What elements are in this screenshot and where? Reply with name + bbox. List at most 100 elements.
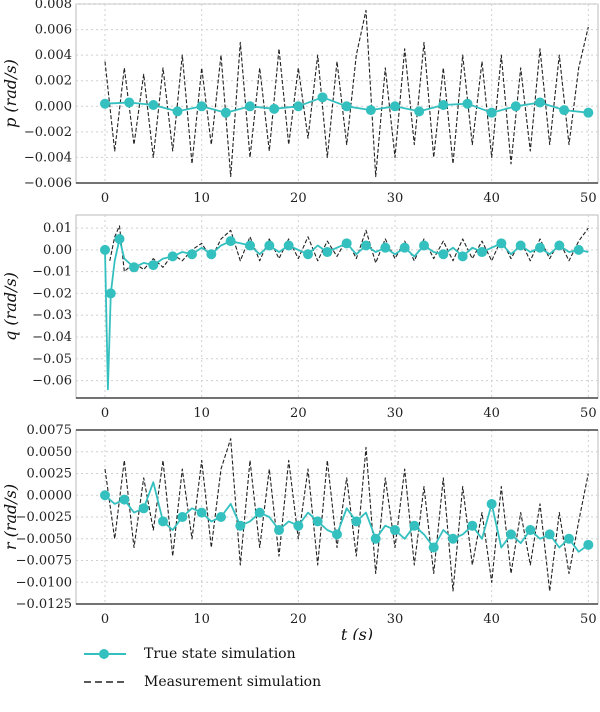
data-point (114, 233, 125, 244)
data-point (448, 533, 458, 544)
data-point (100, 98, 110, 109)
y-axis-label: p (rad/s) (1, 59, 20, 128)
y-tick-label: 0.004 (35, 48, 72, 63)
legend-swatch-true-state (84, 649, 126, 659)
data-point (274, 525, 284, 536)
x-tick-label: 50 (580, 406, 597, 421)
data-point (216, 512, 226, 522)
data-point (535, 242, 545, 253)
data-point (312, 516, 323, 527)
plot-area (75, 3, 599, 184)
x-tick-label: 30 (387, 191, 404, 206)
x-tick-label: 0 (101, 191, 109, 206)
data-point (510, 101, 521, 112)
y-tick-label: 0.00 (43, 243, 72, 258)
data-point (428, 542, 439, 553)
data-point (303, 249, 313, 260)
data-point (486, 107, 497, 118)
y-tick-label: −0.03 (32, 308, 72, 323)
data-point (559, 105, 570, 116)
y-tick-label: −0.0050 (16, 532, 72, 547)
data-point (462, 98, 473, 109)
data-point (554, 240, 565, 251)
data-point (100, 490, 110, 501)
plot-area (75, 214, 599, 399)
x-tick-label: 0 (101, 612, 109, 627)
y-tick-label: −0.002 (24, 125, 72, 140)
y-tick-label: −0.0075 (16, 554, 72, 569)
x-axis-label: t (s) (341, 625, 373, 640)
x-tick-label: 50 (580, 612, 597, 627)
data-point (138, 503, 149, 514)
x-tick-label: 0 (101, 406, 109, 421)
data-point (515, 240, 526, 251)
series-line-measurement (104, 9, 589, 178)
data-point (187, 249, 197, 260)
y-axis-label: q (rad/s) (1, 272, 20, 341)
data-point (419, 240, 429, 251)
x-tick-label: 40 (483, 191, 500, 206)
data-point (119, 494, 130, 505)
y-tick-label: 0.000 (35, 99, 72, 114)
data-point (317, 92, 328, 103)
chart-panel-3: 0.0075 0.0050 0.0025 0.0000 −0.0025 −0.0050 −0… (1, 423, 599, 640)
y-tick-label: −0.01 (32, 265, 72, 280)
data-point (206, 249, 217, 260)
data-point (129, 262, 139, 273)
data-point (196, 101, 207, 112)
data-point (583, 107, 594, 118)
data-point (322, 247, 333, 258)
data-point (245, 240, 255, 251)
data-point (148, 260, 159, 271)
chart-panel-2: 0.01 0.00 −0.01 −0.02 −0.03 −0.04 −0.05 −0.06 0 1… (1, 214, 599, 421)
data-point (506, 529, 516, 540)
data-point (477, 247, 487, 258)
data-point (535, 97, 545, 108)
data-point (269, 103, 280, 114)
y-tick-label: −0.004 (24, 150, 72, 165)
data-point (293, 101, 304, 112)
data-point (409, 520, 420, 531)
data-point (341, 238, 352, 249)
data-point (332, 529, 342, 540)
data-point (235, 520, 246, 531)
data-point (148, 100, 159, 111)
data-point (245, 101, 255, 112)
y-tick-label: 0.008 (35, 0, 72, 12)
y-tick-label: −0.0025 (16, 510, 72, 525)
data-point (105, 288, 116, 299)
data-point (167, 251, 178, 262)
x-tick-label: 40 (483, 406, 500, 421)
data-point (496, 238, 507, 249)
data-point (438, 249, 449, 260)
data-point (293, 520, 304, 531)
legend-item-true-state: True state simulation (82, 646, 296, 662)
data-point (370, 533, 381, 544)
legend-label-measurement: Measurement simulation (144, 674, 322, 690)
chart-panel-1: −0.006 −0.004 −0.002 0.000 0.002 0.004 0.006 0.… (1, 0, 599, 206)
data-point (341, 101, 352, 112)
data-point (158, 516, 168, 527)
legend-swatch-measurement (84, 681, 126, 683)
data-point (457, 251, 468, 262)
y-tick-label: −0.0125 (16, 597, 72, 612)
data-point (172, 106, 183, 117)
data-point (283, 240, 294, 251)
y-tick-label: 0.0050 (27, 445, 73, 460)
data-point (467, 520, 478, 531)
y-tick-label: 0.006 (35, 23, 72, 38)
legend-label-true-state: True state simulation (144, 646, 296, 662)
y-tick-label: 0.0075 (27, 423, 73, 438)
x-tick-label: 10 (193, 612, 210, 627)
x-tick-label: 10 (193, 406, 210, 421)
data-point (124, 97, 135, 108)
y-tick-label: −0.06 (32, 374, 72, 389)
y-tick-label: 0.002 (35, 74, 72, 89)
data-point (351, 516, 362, 527)
data-point (177, 512, 188, 522)
data-point (220, 107, 231, 118)
y-tick-label: −0.04 (32, 330, 72, 345)
data-point (525, 525, 536, 536)
figure: −0.006−0.004−0.0020.0000.0020.0040.0060.… (1, 0, 599, 640)
y-axis-label: r (rad/s) (1, 484, 20, 550)
